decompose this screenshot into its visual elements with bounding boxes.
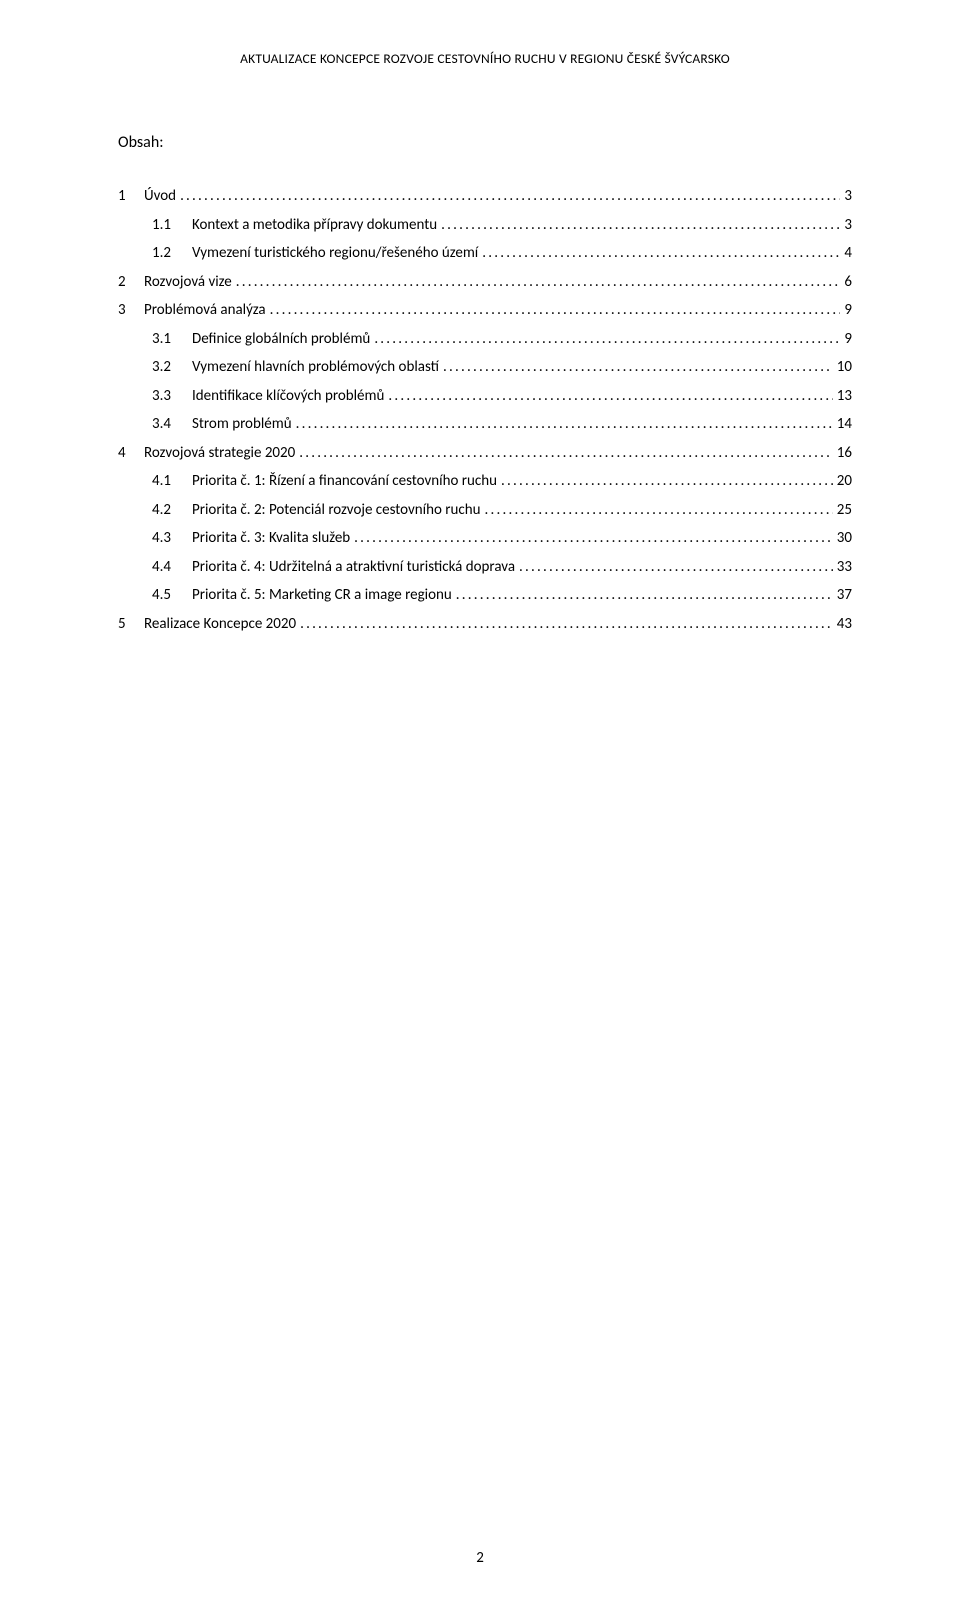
- table-of-contents: 1Úvod31.1Kontext a metodika přípravy dok…: [118, 182, 852, 638]
- toc-entry-page: 6: [840, 268, 852, 297]
- page-number: 2: [0, 1549, 960, 1567]
- toc-entry-title: Vymezení hlavních problémových oblastí: [192, 353, 441, 382]
- toc-entry-page: 10: [833, 353, 852, 382]
- toc-entry-title: Priorita č. 1: Řízení a financování cest…: [192, 467, 499, 496]
- toc-entry-page: 20: [833, 467, 852, 496]
- toc-entry: 4Rozvojová strategie 2020 16: [118, 439, 852, 468]
- toc-entry-title: Priorita č. 2: Potenciál rozvoje cestovn…: [192, 496, 483, 525]
- toc-entry-page: 37: [833, 581, 852, 610]
- toc-entry-title: Strom problémů: [192, 410, 294, 439]
- toc-entry: 4.4Priorita č. 4: Udržitelná a atraktivn…: [118, 553, 852, 582]
- toc-entry: 1.1Kontext a metodika přípravy dokumentu…: [118, 211, 852, 240]
- toc-leader-dots: [234, 268, 841, 297]
- toc-entry: 4.2Priorita č. 2: Potenciál rozvoje cest…: [118, 496, 852, 525]
- toc-leader-dots: [483, 496, 833, 525]
- toc-leader-dots: [480, 239, 840, 268]
- toc-leader-dots: [439, 211, 840, 240]
- toc-entry-title: Kontext a metodika přípravy dokumentu: [192, 211, 439, 240]
- toc-entry: 3.1Definice globálních problémů 9: [118, 325, 852, 354]
- toc-entry-number: 4.1: [152, 467, 192, 496]
- document-page: AKTUALIZACE KONCEPCE ROZVOJE CESTOVNÍHO …: [0, 0, 960, 1607]
- toc-entry: 3.3Identifikace klíčových problémů 13: [118, 382, 852, 411]
- toc-heading: Obsah:: [118, 133, 852, 152]
- toc-entry-title: Úvod: [144, 182, 178, 211]
- toc-leader-dots: [441, 353, 833, 382]
- running-header: AKTUALIZACE KONCEPCE ROZVOJE CESTOVNÍHO …: [118, 50, 852, 67]
- toc-entry-page: 30: [833, 524, 852, 553]
- toc-leader-dots: [372, 325, 840, 354]
- toc-entry-number: 3.2: [152, 353, 192, 382]
- toc-leader-dots: [178, 182, 840, 211]
- toc-entry-number: 4.4: [152, 553, 192, 582]
- toc-entry: 5Realizace Koncepce 2020 43: [118, 610, 852, 639]
- toc-entry-title: Identifikace klíčových problémů: [192, 382, 386, 411]
- toc-leader-dots: [297, 439, 833, 468]
- toc-entry: 3.4Strom problémů 14: [118, 410, 852, 439]
- toc-entry-number: 4.3: [152, 524, 192, 553]
- toc-entry: 2Rozvojová vize 6: [118, 268, 852, 297]
- toc-entry-title: Priorita č. 5: Marketing CR a image regi…: [192, 581, 454, 610]
- toc-entry-page: 9: [840, 296, 852, 325]
- toc-entry-number: 1.1: [152, 211, 192, 240]
- toc-entry-title: Priorita č. 4: Udržitelná a atraktivní t…: [192, 553, 517, 582]
- toc-leader-dots: [454, 581, 833, 610]
- toc-entry: 4.5Priorita č. 5: Marketing CR a image r…: [118, 581, 852, 610]
- toc-entry-title: Definice globálních problémů: [192, 325, 372, 354]
- toc-entry-title: Problémová analýza: [144, 296, 268, 325]
- toc-entry-number: 3.4: [152, 410, 192, 439]
- toc-entry-title: Realizace Koncepce 2020: [144, 610, 298, 639]
- toc-leader-dots: [268, 296, 841, 325]
- toc-leader-dots: [499, 467, 833, 496]
- toc-entry: 4.3Priorita č. 3: Kvalita služeb 30: [118, 524, 852, 553]
- toc-entry-title: Priorita č. 3: Kvalita služeb: [192, 524, 352, 553]
- toc-entry-page: 14: [833, 410, 852, 439]
- toc-entry-page: 43: [833, 610, 852, 639]
- toc-entry-page: 16: [833, 439, 852, 468]
- toc-entry-page: 4: [840, 239, 852, 268]
- toc-entry-page: 3: [840, 211, 852, 240]
- toc-leader-dots: [298, 610, 833, 639]
- toc-entry-page: 13: [833, 382, 852, 411]
- toc-entry-number: 3.1: [152, 325, 192, 354]
- toc-entry-number: 4.5: [152, 581, 192, 610]
- toc-entry: 3Problémová analýza 9: [118, 296, 852, 325]
- toc-entry-page: 3: [840, 182, 852, 211]
- toc-entry-number: 5: [118, 610, 144, 639]
- toc-entry-number: 4: [118, 439, 144, 468]
- toc-entry-number: 3.3: [152, 382, 192, 411]
- toc-entry-title: Rozvojová strategie 2020: [144, 439, 297, 468]
- toc-entry: 4.1Priorita č. 1: Řízení a financování c…: [118, 467, 852, 496]
- toc-entry-number: 2: [118, 268, 144, 297]
- toc-entry-number: 3: [118, 296, 144, 325]
- toc-leader-dots: [294, 410, 833, 439]
- toc-entry: 1Úvod 3: [118, 182, 852, 211]
- toc-entry-page: 33: [833, 553, 852, 582]
- toc-entry: 1.2Vymezení turistického regionu/řešenéh…: [118, 239, 852, 268]
- toc-entry-number: 1.2: [152, 239, 192, 268]
- toc-entry-title: Vymezení turistického regionu/řešeného ú…: [192, 239, 480, 268]
- toc-entry-number: 4.2: [152, 496, 192, 525]
- toc-leader-dots: [386, 382, 832, 411]
- toc-entry-page: 9: [840, 325, 852, 354]
- toc-entry-title: Rozvojová vize: [144, 268, 234, 297]
- toc-entry-number: 1: [118, 182, 144, 211]
- toc-leader-dots: [517, 553, 833, 582]
- toc-entry: 3.2Vymezení hlavních problémových oblast…: [118, 353, 852, 382]
- toc-leader-dots: [352, 524, 833, 553]
- toc-entry-page: 25: [833, 496, 852, 525]
